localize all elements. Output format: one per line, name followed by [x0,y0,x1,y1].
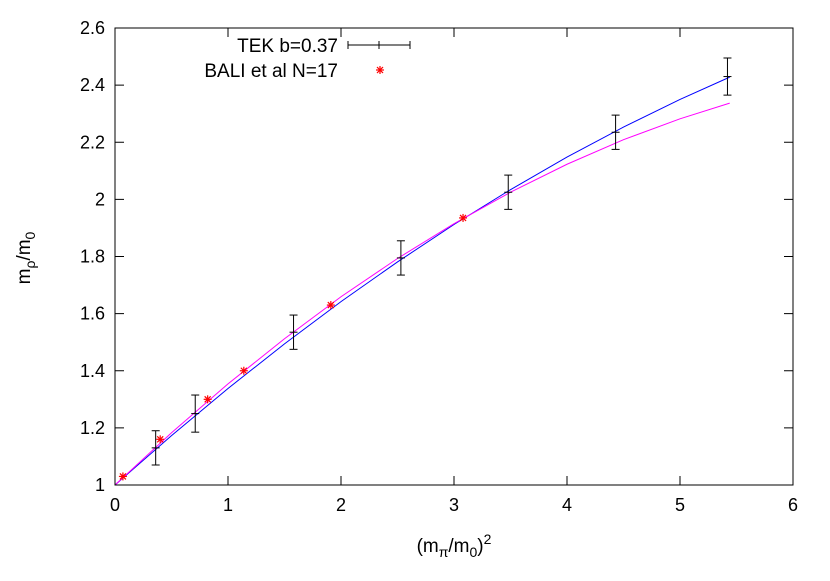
y-tick-label: 2 [95,189,105,209]
star-point [118,472,127,481]
star-stroke [459,214,467,222]
y-tick-label: 1.8 [80,247,105,267]
star-stroke [204,395,212,403]
legend-label-tek: TEK b=0.37 [237,36,338,57]
y-tick-label: 2.6 [80,18,105,38]
x-tick-label: 5 [675,495,685,515]
x-tick-label: 2 [336,495,346,515]
errorbar-point [289,314,298,350]
errorbar-point [191,394,200,433]
errorbar-point [396,240,405,276]
fit-curve-3 [114,102,730,486]
x-axis-label: (mπ/m0)2 [417,531,492,560]
star-point [203,395,212,404]
star-point [239,366,248,375]
plot-frame [114,27,794,486]
y-tick-label: 2.2 [80,132,105,152]
star-point [459,213,468,222]
y-tick-label: 1 [95,475,105,495]
legend-errorbar-sample [347,41,411,49]
legend-star-sample [376,66,384,74]
y-tick-label: 1.4 [80,361,105,381]
star-point [326,301,335,310]
x-tick-label: 3 [449,495,459,515]
x-tick-label: 0 [110,495,120,515]
y-tick-label: 2.4 [80,75,105,95]
star-stroke [240,367,248,375]
star-point [156,435,165,444]
y-axis-label: mρ/m0 [14,231,38,284]
x-tick-label: 4 [562,495,572,515]
y-tick-label: 1.6 [80,304,105,324]
fit-curve-2 [114,76,730,486]
star-stroke [327,301,335,309]
x-tick-label: 6 [788,495,798,515]
star-point [376,66,384,74]
errorbar-point [723,57,732,96]
star-stroke [119,473,127,480]
x-tick-label: 1 [223,495,233,515]
y-tick-label: 1.2 [80,418,105,438]
legend-label-bali: BALI et al N=17 [204,61,338,82]
legend: TEK b=0.37 BALI et al N=17 [204,36,411,82]
star-stroke [156,435,164,443]
errorbar-point [504,174,513,210]
star-stroke [376,66,384,74]
errorbar-point [611,114,620,150]
errorbar-point [151,430,160,466]
